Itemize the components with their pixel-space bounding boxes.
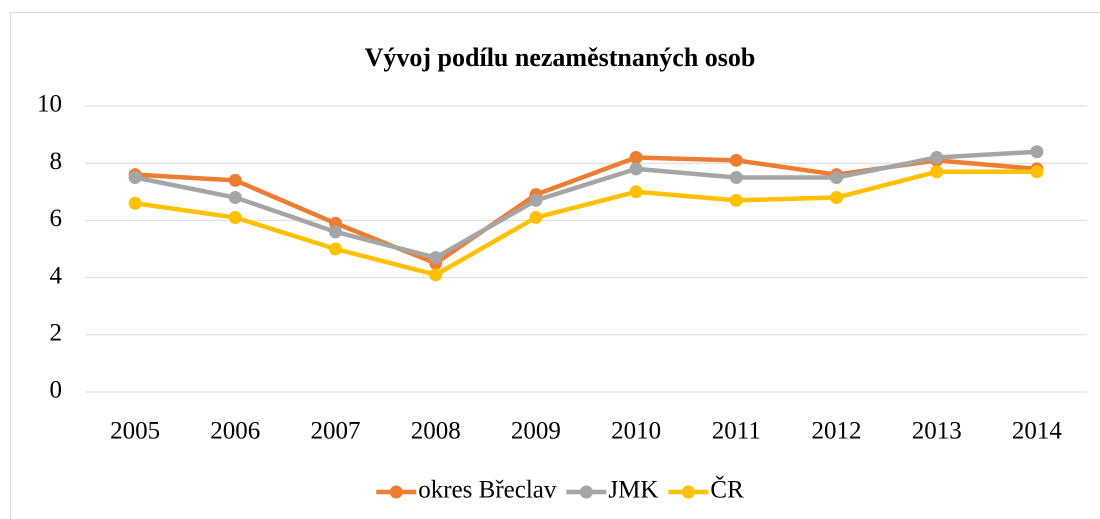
legend-marker bbox=[579, 485, 593, 499]
chart-border bbox=[10, 12, 1100, 519]
y-tick-label: 2 bbox=[50, 320, 63, 347]
x-tick-label: 2012 bbox=[812, 418, 862, 445]
data-point bbox=[228, 191, 242, 205]
data-point bbox=[429, 268, 443, 282]
y-tick-label: 0 bbox=[50, 377, 63, 404]
data-point bbox=[128, 196, 142, 210]
legend: okres Břeclav JMK ČR bbox=[376, 476, 744, 504]
data-point bbox=[629, 150, 643, 164]
data-point bbox=[228, 211, 242, 225]
data-point bbox=[729, 153, 743, 167]
data-point bbox=[930, 150, 944, 164]
x-tick-label: 2007 bbox=[311, 418, 361, 445]
data-point bbox=[1030, 165, 1044, 179]
data-point bbox=[529, 211, 543, 225]
legend-label: JMK bbox=[608, 477, 658, 504]
data-point bbox=[228, 173, 242, 187]
data-point bbox=[329, 225, 342, 239]
data-point bbox=[128, 171, 142, 184]
y-tick-label: 6 bbox=[50, 205, 63, 232]
series-line bbox=[134, 149, 1038, 260]
x-tick-label: 2013 bbox=[912, 418, 962, 445]
data-point bbox=[629, 185, 643, 199]
data-point bbox=[729, 171, 743, 184]
data-point bbox=[830, 171, 843, 184]
series-line bbox=[134, 169, 1037, 277]
data-point bbox=[529, 193, 543, 207]
x-tick-label: 2010 bbox=[611, 418, 661, 445]
data-point bbox=[329, 242, 342, 256]
x-tick-label: 2009 bbox=[511, 418, 561, 445]
y-tick-label: 10 bbox=[37, 91, 62, 118]
data-point bbox=[429, 251, 443, 265]
legend-label: ČR bbox=[710, 476, 744, 504]
chart-title: Vývoj podílu nezaměstnaných osob bbox=[365, 43, 756, 72]
data-point bbox=[1030, 145, 1044, 159]
legend-marker bbox=[681, 485, 695, 499]
x-tick-label: 2005 bbox=[110, 418, 160, 445]
x-tick-label: 2006 bbox=[210, 418, 260, 445]
x-tick-label: 2008 bbox=[411, 418, 461, 445]
data-point bbox=[930, 165, 944, 179]
data-point bbox=[830, 191, 843, 205]
legend-marker bbox=[389, 485, 403, 499]
x-tick-label: 2011 bbox=[712, 418, 761, 445]
data-point bbox=[629, 162, 643, 176]
x-tick-label: 2014 bbox=[1012, 418, 1063, 445]
y-tick-label: 4 bbox=[50, 262, 63, 289]
legend-label: okres Břeclav bbox=[418, 477, 557, 504]
data-point bbox=[729, 193, 743, 207]
y-tick-label: 8 bbox=[50, 148, 63, 175]
